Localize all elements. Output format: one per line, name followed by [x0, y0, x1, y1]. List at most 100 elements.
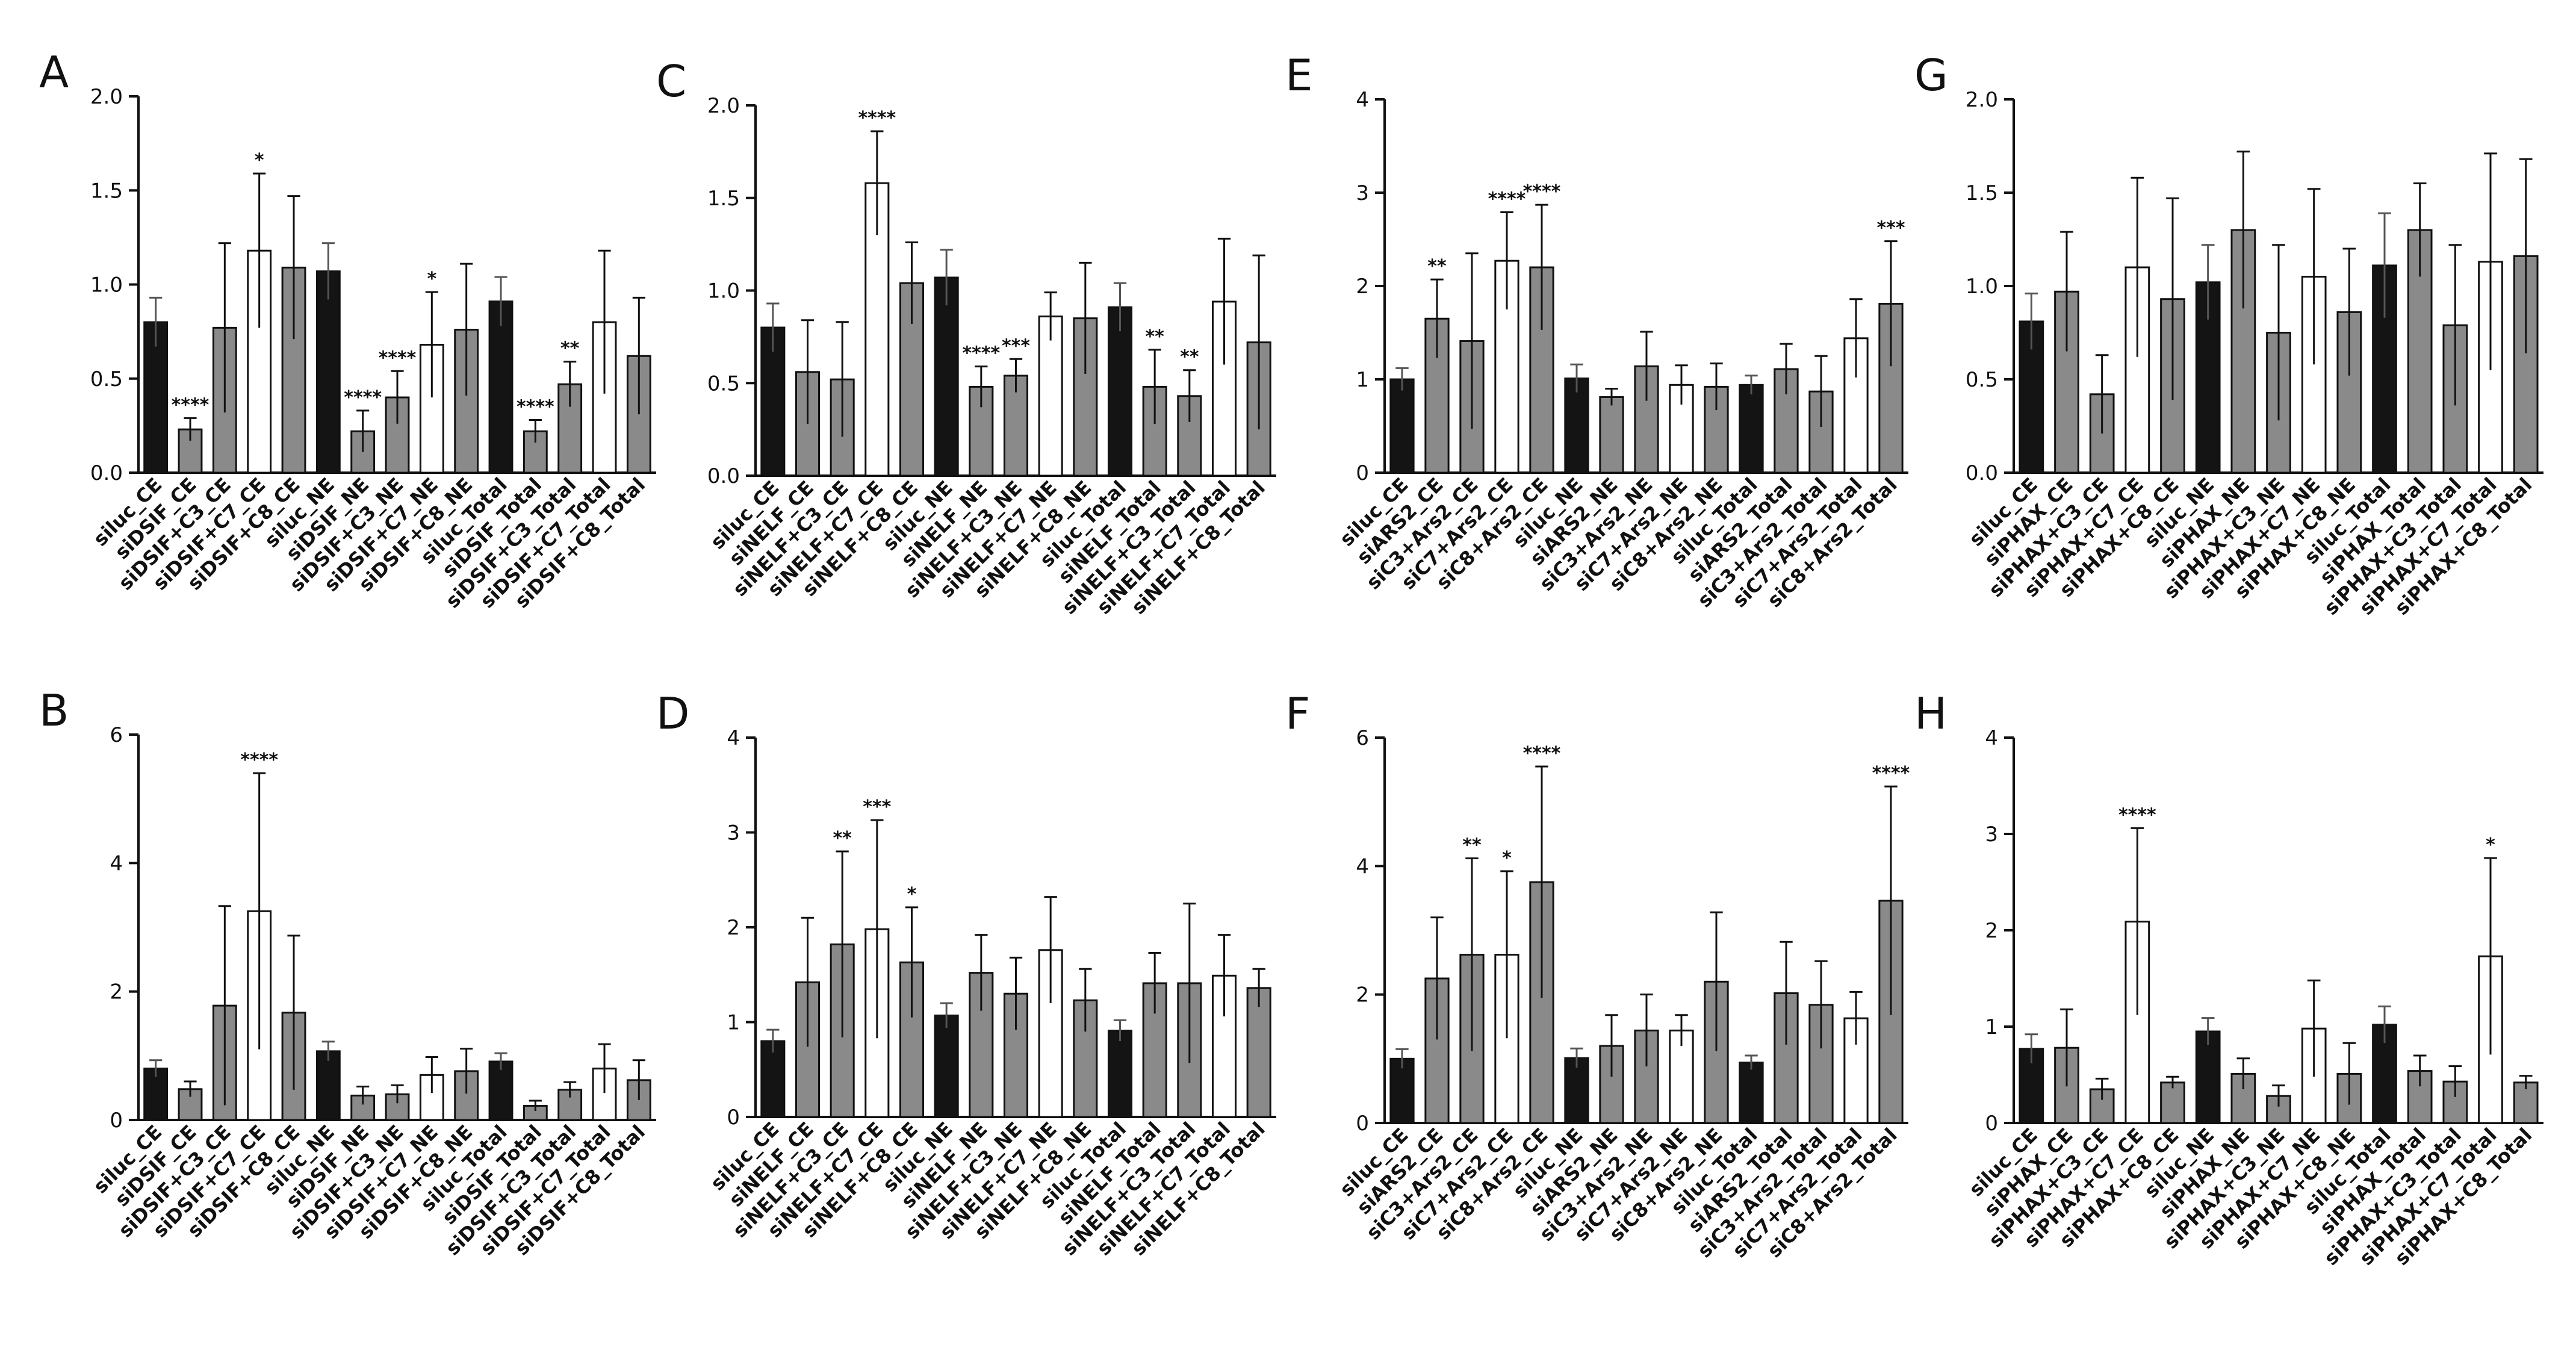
y-tick-label: 0: [1985, 1112, 1998, 1136]
bar-siluc_NE: [2195, 1030, 2221, 1124]
y-tick-label: 0: [1356, 461, 1369, 485]
y-tick-label: 2: [727, 916, 740, 940]
bar-siluc_CE: [760, 1040, 786, 1118]
panel-d: D01234siluc_CEsiNELF_CE**siNELF+C3_CE***…: [656, 688, 1276, 1260]
significance-label: ****: [379, 347, 417, 369]
y-tick-label: 0: [1356, 1112, 1369, 1136]
bar-siPHAX+C8_CE: [2160, 1081, 2185, 1124]
y-tick-label: 0.0: [1966, 461, 1998, 485]
y-tick-label: 0.5: [1966, 368, 1998, 392]
bar-siARS2_NE: [1599, 396, 1624, 474]
bar-siluc_NE: [315, 270, 341, 474]
y-tick-label: 1.5: [90, 179, 123, 203]
y-tick-label: 1.0: [1966, 275, 1998, 299]
significance-label: ***: [1876, 218, 1905, 239]
significance-label: ****: [1872, 763, 1910, 784]
y-tick-label: 2: [1356, 983, 1369, 1007]
bar-siluc_CE: [1389, 378, 1415, 474]
y-tick-label: 0.0: [707, 464, 740, 488]
y-tick-label: 1: [1356, 368, 1369, 392]
significance-label: **: [560, 338, 580, 359]
significance-label: ****: [962, 343, 1000, 364]
y-tick-label: 4: [727, 726, 740, 750]
significance-label: ***: [1002, 335, 1030, 356]
bar-siNELF+C7_NE: [1038, 316, 1063, 477]
significance-label: ***: [863, 797, 891, 818]
significance-label: **: [1145, 326, 1164, 347]
significance-label: **: [833, 828, 852, 849]
y-tick-label: 0: [110, 1109, 123, 1133]
significance-label: *: [907, 884, 917, 905]
significance-label: *: [1502, 848, 1512, 869]
bar-siluc_CE: [143, 1068, 169, 1121]
significance-label: ****: [858, 108, 896, 129]
y-tick-label: 3: [1356, 181, 1369, 205]
y-tick-label: 3: [1985, 823, 1998, 847]
bar-siluc_Total: [1739, 1062, 1764, 1124]
y-tick-label: 4: [1356, 88, 1369, 112]
y-tick-label: 4: [110, 851, 123, 875]
bar-siNELF+C8_NE: [1073, 317, 1098, 477]
significance-label: ****: [1523, 181, 1561, 202]
y-tick-label: 0: [727, 1106, 740, 1130]
significance-label: **: [1462, 835, 1482, 856]
y-tick-label: 0.5: [707, 372, 740, 396]
panel-letter: A: [39, 47, 69, 98]
panel-letter: C: [656, 56, 686, 107]
bar-siluc_Total: [488, 1060, 514, 1121]
bar-siluc_NE: [934, 276, 959, 477]
panel-g: G0.00.51.01.52.0siluc_CEsiPHAX_CEsiPHAX+…: [1914, 50, 2543, 620]
bar-siPHAX+C3_Total: [2442, 1080, 2468, 1124]
y-tick-label: 2: [110, 980, 123, 1004]
panel-b: B0246siluc_CEsiDSIF_CEsiDSIF+C3_CE****si…: [39, 685, 656, 1260]
bar-siDSIF+C3_Total: [557, 1089, 583, 1121]
significance-label: ****: [344, 387, 382, 408]
significance-label: ****: [1488, 189, 1526, 210]
bar-siluc_NE: [934, 1014, 959, 1118]
bar-siluc_CE: [143, 321, 169, 474]
bar-siluc_Total: [488, 300, 514, 474]
bar-siNELF+C7_NE: [1038, 949, 1063, 1118]
y-tick-label: 2.0: [707, 94, 740, 118]
y-tick-label: 3: [727, 821, 740, 845]
y-tick-label: 2: [1356, 275, 1369, 299]
bar-siNELF_CE: [795, 981, 821, 1118]
bar-siluc_CE: [1389, 1057, 1415, 1124]
y-tick-label: 4: [1356, 854, 1369, 879]
bar-siluc_Total: [1107, 306, 1133, 477]
bar-siluc_NE: [1564, 377, 1589, 474]
significance-label: *: [255, 150, 264, 171]
y-tick-label: 1.0: [707, 279, 740, 303]
y-tick-label: 6: [110, 723, 123, 747]
significance-label: *: [427, 269, 436, 290]
panel-c: C0.00.51.01.52.0siluc_CEsiNELF_CEsiNELF+…: [656, 56, 1276, 619]
panel-letter: H: [1914, 688, 1947, 739]
panel-letter: B: [39, 685, 69, 736]
bar-siluc_CE: [760, 326, 786, 477]
y-tick-label: 0.0: [90, 461, 123, 485]
y-tick-label: 1: [727, 1011, 740, 1035]
significance-label: **: [1180, 347, 1199, 368]
significance-label: ****: [1523, 743, 1561, 764]
y-tick-label: 6: [1356, 726, 1369, 750]
panel-h: H01234siluc_CEsiPHAX_CEsiPHAX+C3_CE****s…: [1914, 688, 2543, 1270]
bar-siluc_NE: [1564, 1057, 1589, 1124]
significance-label: **: [1427, 256, 1447, 277]
y-tick-label: 0.5: [90, 367, 123, 391]
panel-a: A0.00.51.01.52.0siluc_CE****siDSIF_CEsiD…: [39, 47, 656, 612]
y-tick-label: 2.0: [90, 85, 123, 109]
panel-letter: F: [1285, 688, 1310, 739]
y-tick-label: 1.5: [707, 187, 740, 211]
significance-label: ****: [2118, 804, 2156, 826]
y-tick-label: 2.0: [1966, 88, 1998, 112]
bar-siluc_Total: [1739, 384, 1764, 474]
y-tick-label: 2: [1985, 919, 1998, 943]
y-tick-label: 1: [1985, 1015, 1998, 1039]
panel-e: E01234siluc_CE**siARS2_CEsiC3+Ars2_CE***…: [1285, 50, 1908, 612]
panel-letter: D: [656, 688, 689, 739]
significance-label: *: [2486, 835, 2495, 856]
significance-label: ****: [517, 397, 554, 418]
significance-label: ****: [172, 394, 209, 415]
y-tick-label: 1.0: [90, 273, 123, 297]
